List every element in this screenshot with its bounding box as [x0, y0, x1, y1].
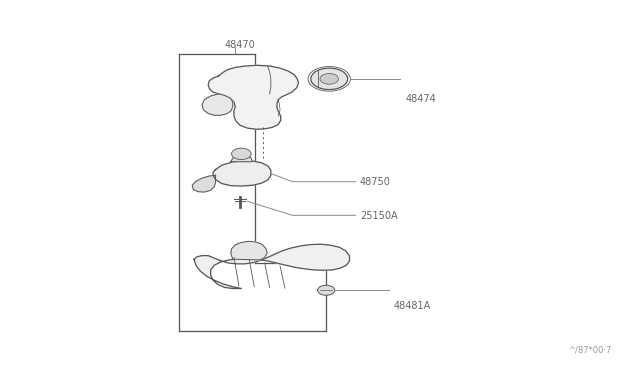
Circle shape: [232, 148, 251, 160]
Polygon shape: [231, 155, 252, 162]
Circle shape: [317, 285, 335, 295]
Text: ^/87*00·7: ^/87*00·7: [568, 346, 612, 355]
Polygon shape: [213, 161, 271, 186]
Polygon shape: [202, 94, 233, 115]
Polygon shape: [231, 241, 267, 260]
Text: 48474: 48474: [406, 93, 436, 103]
Text: 48750: 48750: [360, 177, 391, 187]
Text: 48470: 48470: [225, 40, 255, 50]
Polygon shape: [194, 244, 349, 289]
Circle shape: [320, 74, 339, 84]
Text: 48481A: 48481A: [394, 301, 431, 311]
Polygon shape: [208, 65, 298, 129]
Polygon shape: [192, 175, 216, 192]
Text: 25150A: 25150A: [360, 211, 397, 221]
Circle shape: [311, 68, 348, 90]
